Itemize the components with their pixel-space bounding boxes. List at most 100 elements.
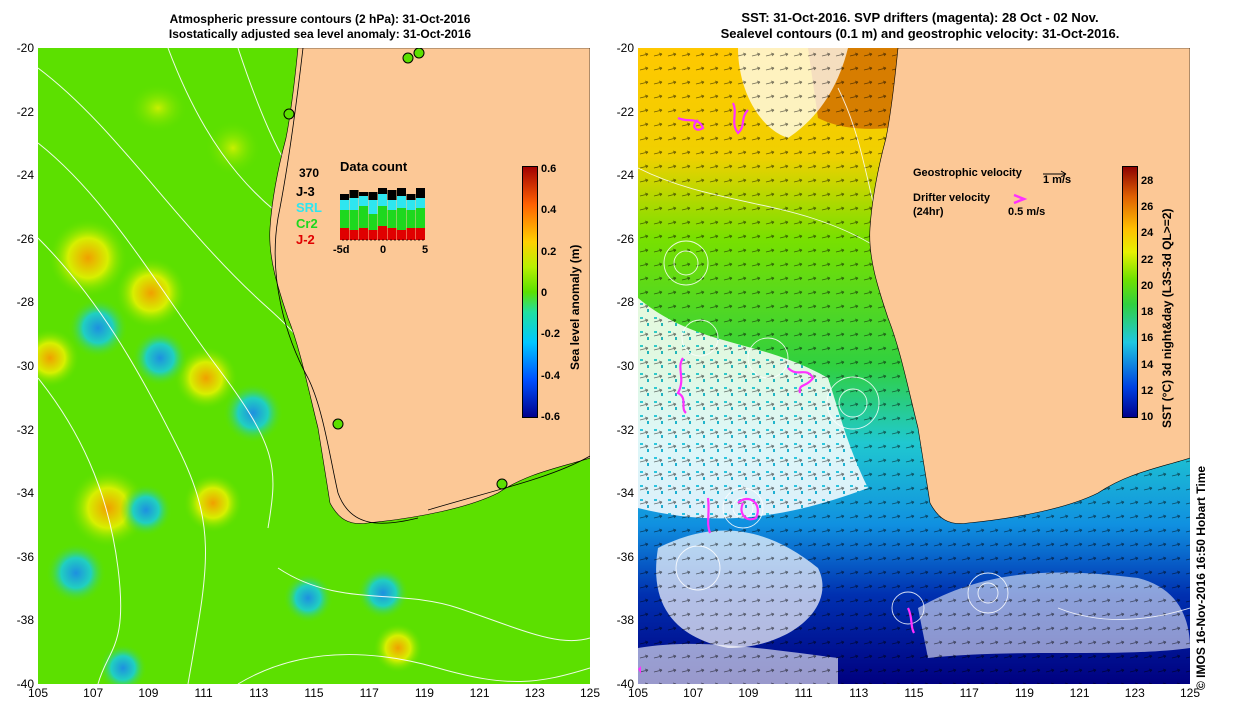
sst-map [638, 48, 1190, 684]
anomaly-moderate [205, 120, 261, 176]
histogram-bar [387, 228, 397, 240]
histogram-bar [397, 188, 406, 196]
histogram-bar [387, 200, 397, 210]
left-map-longitude-tick: 123 [524, 686, 545, 700]
colorbar-tick: 10 [1141, 411, 1154, 423]
right-map-latitude-tick: -30 [616, 359, 634, 373]
tide-gauge-marker [332, 418, 344, 430]
geostrophic-scale-arrow-icon [1043, 170, 1067, 178]
anomaly-low [223, 383, 283, 443]
anomaly-low [120, 484, 172, 536]
right-map-latitude-tick: -22 [616, 104, 634, 119]
left-map-latitude-tick: -32 [16, 422, 34, 437]
left-title-line2: Isostatically adjusted sea level anomaly… [168, 27, 472, 41]
histogram-bar [340, 228, 349, 240]
data-count-xtick: 0 [380, 244, 387, 256]
histogram-bar [368, 214, 378, 230]
sla-colorbar [522, 166, 538, 418]
right-map-latitude-tick: -38 [616, 613, 634, 628]
right-map-longitude-tick: 109 [738, 686, 759, 700]
anomaly-moderate [128, 83, 188, 133]
histogram-bar [368, 230, 378, 240]
australia-land [869, 48, 1190, 524]
colorbar-tick: 0 [541, 287, 548, 299]
histogram-bar [416, 188, 425, 198]
right-map-longitude-tick: 117 [959, 686, 979, 700]
histogram-bar [416, 208, 425, 228]
right-map-longitude-tick: 105 [627, 686, 649, 700]
histogram-bar [378, 194, 387, 206]
anomaly-blobs [38, 83, 423, 684]
colorbar-tick: -0.4 [541, 369, 560, 382]
colorbar-tick: -0.2 [541, 328, 560, 341]
right-map-latitude-tick: -40 [616, 677, 634, 691]
tide-gauge-marker [413, 48, 425, 59]
left-map-longitude-tick: 115 [304, 686, 324, 700]
left-map-longitude-tick: 117 [359, 686, 379, 700]
anomaly-high [183, 473, 243, 533]
right-panel-title: SST: 31-Oct-2016. SVP drifters (magenta)… [640, 10, 1200, 42]
left-map-latitude-tick: -20 [16, 41, 34, 55]
colorbar-tick: 20 [1141, 279, 1154, 292]
right-map-latitude-tick: -26 [616, 231, 634, 246]
histogram-bar [359, 196, 368, 206]
right-map-longitude-tick: 115 [904, 686, 924, 700]
anomaly-high [38, 328, 80, 388]
histogram-bar [387, 190, 397, 200]
right-map-latitude-tick: -34 [616, 486, 634, 501]
sla-colorbar-label: Sea level anomaly (m) [568, 244, 582, 370]
right-map-longitude-tick: 121 [1069, 686, 1090, 700]
histogram-bar [397, 196, 406, 208]
australia-land [269, 48, 590, 524]
histogram-bar [397, 230, 406, 240]
anomaly-high [174, 346, 238, 410]
tide-gauge-marker [283, 108, 295, 120]
anomaly-high [115, 257, 187, 329]
right-map-latitude-tick: -32 [616, 422, 634, 437]
anomaly-low [68, 298, 128, 358]
left-map-longitude-tick: 107 [83, 686, 104, 700]
colorbar-tick: 16 [1141, 332, 1154, 345]
data-count-total: 370 [299, 166, 320, 180]
left-map-latitude-tick: -30 [16, 359, 34, 373]
right-map-longitude-tick: 123 [1124, 686, 1145, 700]
histogram-bar [359, 228, 368, 240]
anomaly-low [132, 330, 188, 386]
left-map-longitude-tick: 109 [138, 686, 159, 700]
shelf-contour-south [427, 455, 590, 511]
left-map-latitude-tick: -28 [16, 295, 34, 310]
left-map-latitude-tick: -40 [16, 677, 34, 691]
anomaly-high [48, 218, 128, 298]
histogram-bar [416, 228, 425, 240]
drifter-scale-arrow-icon [1013, 193, 1028, 205]
right-map-longitude-tick: 111 [794, 686, 813, 700]
drifter-velocity-sub: (24hr) [913, 206, 944, 218]
left-panel-title: Atmospheric pressure contours (2 hPa): 3… [100, 12, 540, 42]
histogram-bar [340, 194, 349, 200]
data-count-xtick: 5 [422, 244, 429, 256]
data-count-legend-item: J-3 [296, 184, 315, 199]
imos-credit: © IMOS 16-Nov-2016 16:50 Hobart Time [1194, 465, 1208, 690]
colorbar-tick: 24 [1141, 227, 1154, 240]
anomaly-low [357, 567, 409, 619]
tide-gauge-marker [496, 478, 508, 490]
anomaly-low [283, 573, 333, 623]
left-map-longitude-tick: 105 [27, 686, 49, 700]
right-map-latitude-tick: -20 [616, 41, 634, 55]
histogram-bar [378, 226, 387, 240]
right-map-longitude-tick: 125 [1179, 686, 1201, 700]
colorbar-tick: 26 [1141, 201, 1154, 214]
geostrophic-velocity-label: Geostrophic velocity [913, 167, 1022, 179]
sst-colorbar [1122, 166, 1138, 418]
sea-level-map-svg [38, 48, 590, 684]
drifter-scale: 0.5 m/s [1008, 206, 1046, 218]
colorbar-tick: -0.6 [541, 411, 560, 423]
left-map-latitude-tick: -38 [16, 613, 34, 628]
histogram-bar [359, 206, 368, 228]
data-count-histogram [340, 188, 426, 241]
colorbar-tick: 14 [1141, 358, 1154, 371]
right-map-latitude-tick: -24 [616, 168, 634, 183]
svp-drifter-tracks [676, 102, 915, 634]
histogram-bar [378, 206, 387, 226]
histogram-bar [349, 230, 359, 240]
